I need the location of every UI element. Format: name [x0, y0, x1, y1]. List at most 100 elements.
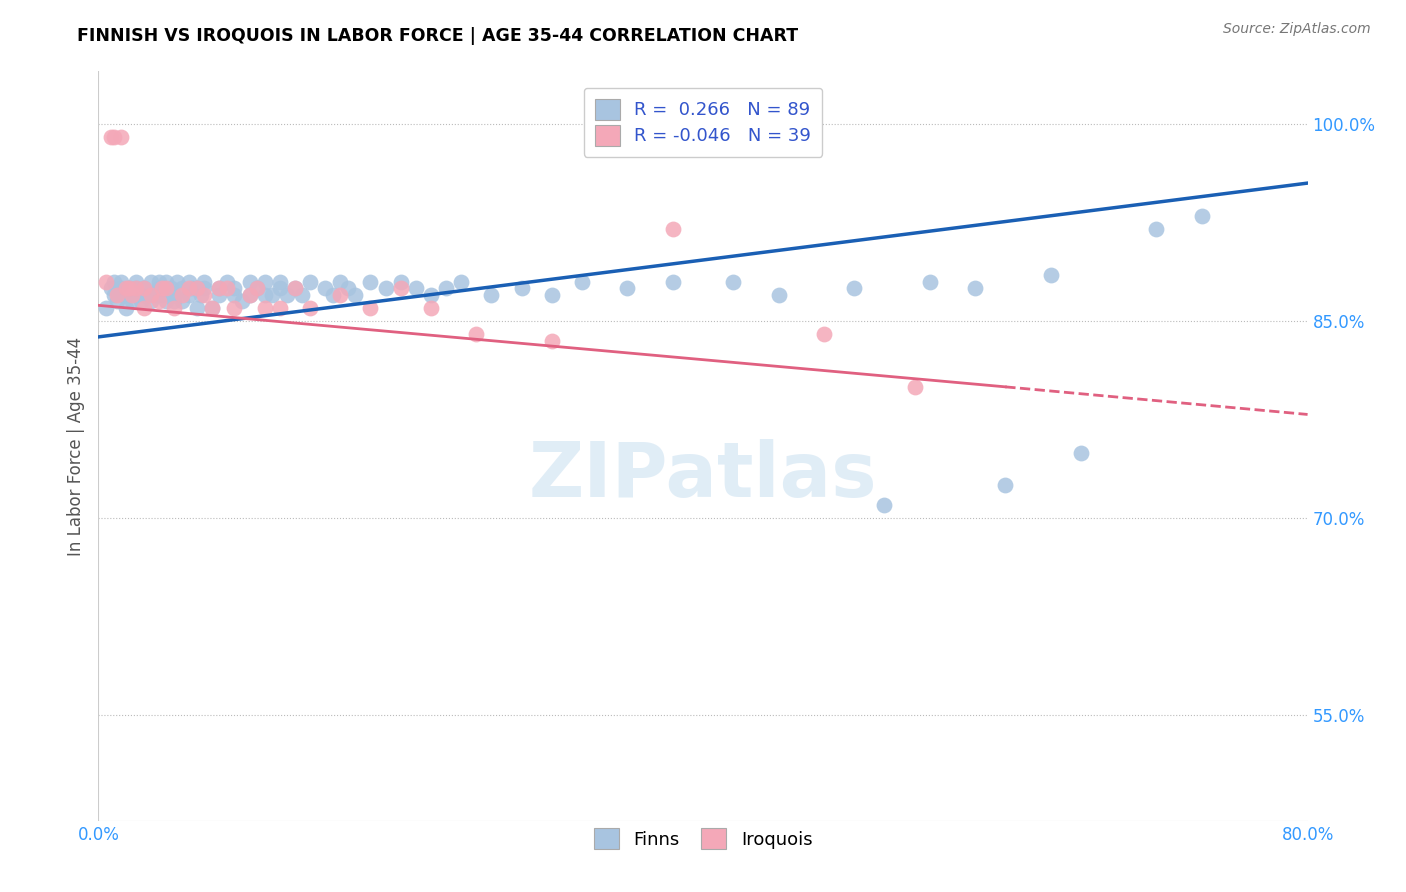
Point [132, 281, 155, 295]
Point [170, 288, 193, 302]
Point [540, 288, 562, 302]
Text: FINNISH VS IROQUOIS IN LABOR FORCE | AGE 35-44 CORRELATION CHART: FINNISH VS IROQUOIS IN LABOR FORCE | AGE… [77, 27, 799, 45]
Point [239, 288, 262, 302]
Point [148, 294, 170, 309]
Point [1070, 445, 1092, 459]
Point [103, 288, 125, 302]
Point [276, 288, 298, 302]
Point [994, 478, 1017, 492]
Point [118, 281, 141, 295]
Point [186, 301, 208, 315]
Point [661, 222, 683, 236]
Point [141, 275, 163, 289]
Point [179, 281, 201, 295]
Point [374, 281, 396, 295]
Point [723, 275, 745, 289]
Point [148, 281, 170, 295]
Point [110, 275, 132, 289]
Point [155, 281, 177, 295]
Point [246, 281, 269, 295]
Point [125, 275, 148, 289]
Point [148, 275, 170, 289]
Point [269, 275, 291, 289]
Point [141, 288, 163, 302]
Text: Source: ZipAtlas.com: Source: ZipAtlas.com [1223, 22, 1371, 37]
Point [208, 288, 231, 302]
Point [661, 275, 683, 289]
Point [299, 275, 322, 289]
Point [208, 281, 231, 295]
Point [135, 288, 157, 302]
Point [141, 294, 163, 309]
Point [166, 275, 188, 289]
Point [420, 301, 443, 315]
Point [918, 275, 941, 289]
Point [163, 301, 186, 315]
Point [873, 498, 896, 512]
Point [186, 281, 208, 295]
Point [118, 288, 141, 302]
Point [299, 301, 322, 315]
Point [103, 275, 125, 289]
Point [616, 281, 638, 295]
Legend: Finns, Iroquois: Finns, Iroquois [586, 822, 820, 856]
Point [125, 281, 148, 295]
Point [132, 288, 155, 302]
Point [224, 288, 246, 302]
Point [121, 288, 143, 302]
Point [155, 294, 177, 309]
Point [360, 301, 382, 315]
Point [322, 288, 344, 302]
Text: ZIPatlas: ZIPatlas [529, 439, 877, 513]
Y-axis label: In Labor Force | Age 35-44: In Labor Force | Age 35-44 [66, 336, 84, 556]
Point [105, 288, 128, 302]
Point [163, 294, 186, 309]
Point [111, 288, 134, 302]
Point [965, 281, 987, 295]
Point [329, 288, 352, 302]
Point [262, 288, 284, 302]
Point [434, 281, 457, 295]
Point [145, 288, 167, 302]
Point [253, 288, 276, 302]
Point [405, 281, 427, 295]
Point [314, 281, 336, 295]
Point [132, 301, 155, 315]
Point [150, 281, 173, 295]
Point [239, 288, 262, 302]
Point [481, 288, 503, 302]
Point [389, 281, 412, 295]
Point [269, 281, 291, 295]
Point [239, 275, 262, 289]
Point [181, 281, 204, 295]
Point [103, 130, 125, 145]
Point [170, 294, 193, 309]
Point [510, 281, 533, 295]
Point [129, 294, 152, 309]
Point [100, 281, 122, 295]
Point [813, 327, 835, 342]
Point [94, 275, 117, 289]
Point [100, 130, 122, 145]
Point [768, 288, 790, 302]
Point [114, 281, 136, 295]
Point [571, 275, 593, 289]
Point [253, 301, 276, 315]
Point [201, 301, 224, 315]
Point [110, 130, 132, 145]
Point [344, 288, 367, 302]
Point [336, 281, 359, 295]
Point [291, 288, 314, 302]
Point [190, 288, 212, 302]
Point [246, 281, 269, 295]
Point [114, 301, 136, 315]
Point [253, 275, 276, 289]
Point [450, 275, 472, 289]
Point [389, 275, 412, 289]
Point [540, 334, 562, 348]
Point [284, 281, 307, 295]
Point [231, 294, 253, 309]
Point [94, 301, 117, 315]
Point [208, 281, 231, 295]
Point [1191, 209, 1213, 223]
